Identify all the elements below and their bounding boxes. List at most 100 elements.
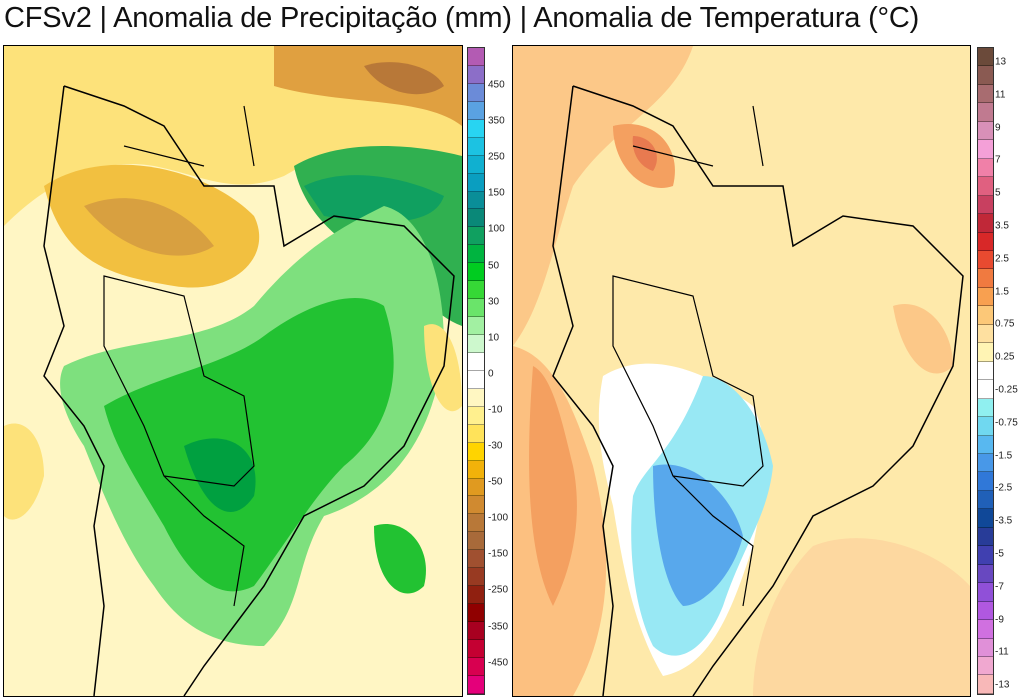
colorbar-swatch: [468, 209, 484, 228]
page-title: CFSv2 | Anomalia de Precipitação (mm) | …: [4, 2, 920, 34]
colorbar-swatch: [468, 675, 484, 694]
colorbar-label: -10: [488, 404, 503, 416]
colorbar-swatch: [468, 65, 484, 84]
colorbar-swatch: [468, 299, 484, 318]
colorbar-swatch: [468, 406, 484, 425]
colorbar-swatch: [468, 568, 484, 587]
colorbar-swatch: [468, 119, 484, 138]
precipitation-colorbar: [467, 47, 485, 695]
colorbar-swatch: [978, 195, 993, 215]
colorbar-swatch: [978, 527, 993, 547]
colorbar-label: -450: [488, 657, 509, 669]
colorbar-swatch: [978, 509, 993, 528]
colorbar-swatch: [978, 417, 993, 436]
colorbar-label: 11: [995, 89, 1006, 101]
colorbar-label: 0.25: [995, 351, 1015, 363]
colorbar-swatch: [468, 532, 484, 551]
colorbar-swatch: [468, 83, 484, 102]
colorbar-swatch: [468, 496, 484, 515]
colorbar-label: 100: [488, 223, 505, 235]
colorbar-label: 150: [488, 187, 505, 199]
colorbar-swatch: [468, 388, 484, 407]
colorbar-label: -30: [488, 440, 503, 452]
colorbar-swatch: [978, 232, 993, 251]
colorbar-swatch: [468, 352, 484, 371]
colorbar-label: 7: [995, 154, 1001, 166]
colorbar-swatch: [978, 435, 993, 454]
colorbar-swatch: [978, 380, 993, 399]
colorbar-label: -250: [488, 584, 509, 596]
colorbar-swatch: [978, 601, 993, 621]
colorbar-swatch: [468, 245, 484, 264]
colorbar-swatch: [978, 583, 993, 602]
colorbar-label: -150: [488, 548, 509, 560]
colorbar-label: 5: [995, 187, 1001, 199]
colorbar-swatch: [468, 657, 484, 676]
colorbar-label: -1.5: [995, 450, 1013, 462]
colorbar-swatch: [978, 177, 993, 196]
colorbar-swatch: [978, 656, 993, 676]
colorbar-label: 30: [488, 296, 500, 308]
colorbar-swatch: [978, 250, 993, 270]
temperature-anomaly-map: [512, 45, 971, 697]
colorbar-label: 0: [488, 368, 494, 380]
colorbar-swatch: [978, 48, 993, 67]
colorbar-swatch: [468, 48, 484, 66]
colorbar-swatch: [468, 514, 484, 533]
colorbar-label: -9: [995, 614, 1004, 626]
colorbar-swatch: [978, 675, 993, 694]
colorbar-label: -13: [995, 679, 1010, 691]
colorbar-swatch: [978, 66, 993, 85]
colorbar-swatch: [468, 639, 484, 658]
colorbar-swatch: [468, 155, 484, 174]
colorbar-swatch: [468, 191, 484, 210]
colorbar-swatch: [978, 638, 993, 657]
colorbar-label: 350: [488, 115, 505, 127]
colorbar-swatch: [468, 424, 484, 443]
colorbar-swatch: [978, 490, 993, 510]
colorbar-swatch: [468, 550, 484, 569]
colorbar-swatch: [978, 453, 993, 473]
colorbar-swatch: [468, 227, 484, 246]
colorbar-swatch: [468, 317, 484, 335]
colorbar-swatch: [978, 103, 993, 122]
colorbar-label: 2.5: [995, 253, 1009, 265]
colorbar-swatch: [468, 460, 484, 479]
colorbar-swatch: [978, 564, 993, 584]
colorbar-swatch: [978, 361, 993, 381]
colorbar-label: -2.5: [995, 482, 1013, 494]
precipitation-anomaly-map: [3, 45, 463, 697]
colorbar-label: -100: [488, 512, 509, 524]
temperature-colorbar: [977, 47, 994, 695]
colorbar-swatch: [468, 586, 484, 605]
colorbar-swatch: [978, 398, 993, 418]
colorbar-label: 13: [995, 56, 1007, 68]
colorbar-label: -0.75: [995, 417, 1018, 429]
colorbar-swatch: [978, 214, 993, 233]
colorbar-label: -5: [995, 548, 1004, 560]
colorbar-label: 3.5: [995, 220, 1009, 232]
colorbar-swatch: [978, 620, 993, 639]
colorbar-swatch: [468, 370, 484, 389]
colorbar-swatch: [978, 343, 993, 362]
colorbar-swatch: [468, 173, 484, 192]
colorbar-label: -350: [488, 621, 509, 632]
colorbar-swatch: [978, 324, 993, 344]
colorbar-swatch: [978, 546, 993, 565]
colorbar-label: 0.75: [995, 318, 1015, 330]
colorbar-label: -50: [488, 476, 503, 488]
colorbar-swatch: [468, 281, 484, 300]
colorbar-swatch: [978, 121, 993, 141]
colorbar-label: -3.5: [995, 515, 1013, 527]
colorbar-swatch: [468, 478, 484, 497]
colorbar-label: 50: [488, 260, 500, 271]
colorbar-label: -11: [995, 646, 1009, 658]
colorbar-label: -0.25: [995, 384, 1018, 396]
colorbar-label: 9: [995, 122, 1001, 134]
colorbar-label: 1.5: [995, 286, 1009, 298]
colorbar-swatch: [468, 442, 484, 461]
colorbar-swatch: [468, 335, 484, 353]
colorbar-swatch: [978, 269, 993, 288]
colorbar-swatch: [978, 158, 993, 178]
colorbar-swatch: [978, 140, 993, 159]
